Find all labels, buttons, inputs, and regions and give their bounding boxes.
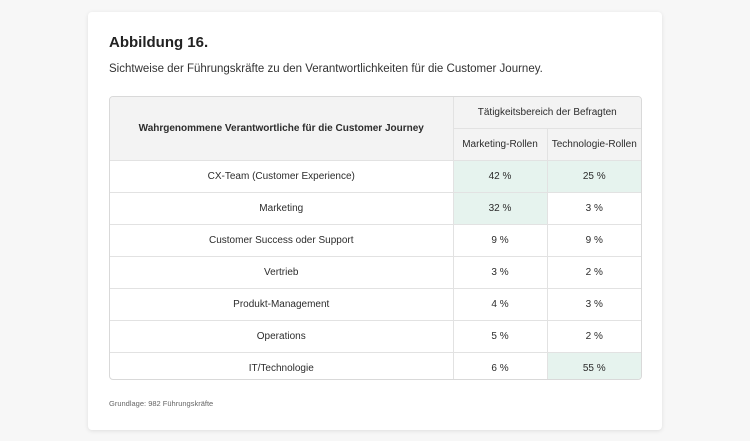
figure-subtitle: Sichtweise der Führungskräfte zu den Ver… — [109, 63, 543, 75]
cell-technology: 9 % — [547, 224, 641, 257]
table-row: Marketing 32 % 3 % — [110, 192, 641, 225]
row-label: Operations — [110, 320, 454, 353]
table-row: CX-Team (Customer Experience) 42 % 25 % — [110, 160, 641, 193]
cell-marketing: 6 % — [453, 352, 548, 379]
cell-technology: 3 % — [547, 288, 641, 321]
table-row: Produkt-Management 4 % 3 % — [110, 288, 641, 321]
cell-marketing: 32 % — [453, 192, 548, 225]
row-label: Customer Success oder Support — [110, 224, 454, 257]
column-header-marketing: Marketing-Rollen — [453, 128, 548, 161]
table-row: Vertrieb 3 % 2 % — [110, 256, 641, 289]
row-label: Marketing — [110, 192, 454, 225]
cell-technology: 2 % — [547, 256, 641, 289]
table-row: IT/Technologie 6 % 55 % — [110, 352, 641, 379]
figure-title: Abbildung 16. — [109, 34, 209, 51]
row-label: IT/Technologie — [110, 352, 454, 379]
cell-marketing: 4 % — [453, 288, 548, 321]
table-row: Customer Success oder Support 9 % 9 % — [110, 224, 641, 257]
cell-marketing: 3 % — [453, 256, 548, 289]
cell-technology: 25 % — [547, 160, 641, 193]
cell-marketing: 9 % — [453, 224, 548, 257]
cell-marketing: 5 % — [453, 320, 548, 353]
row-label: Vertrieb — [110, 256, 454, 289]
cell-marketing: 42 % — [453, 160, 548, 193]
cell-technology: 2 % — [547, 320, 641, 353]
cell-technology: 3 % — [547, 192, 641, 225]
column-header-technology: Technologie-Rollen — [547, 128, 641, 161]
figure-card: Abbildung 16. Sichtweise der Führungskrä… — [88, 12, 662, 430]
row-label: Produkt-Management — [110, 288, 454, 321]
table-row: Operations 5 % 2 % — [110, 320, 641, 353]
row-label: CX-Team (Customer Experience) — [110, 160, 454, 193]
footnote: Grundlage: 982 Führungskräfte — [109, 399, 214, 408]
cell-technology: 55 % — [547, 352, 641, 379]
responsibility-table: Wahrgenommene Verantwortliche für die Cu… — [109, 96, 642, 380]
row-header: Wahrgenommene Verantwortliche für die Cu… — [110, 97, 454, 161]
group-header: Tätigkeitsbereich der Befragten — [453, 97, 641, 129]
